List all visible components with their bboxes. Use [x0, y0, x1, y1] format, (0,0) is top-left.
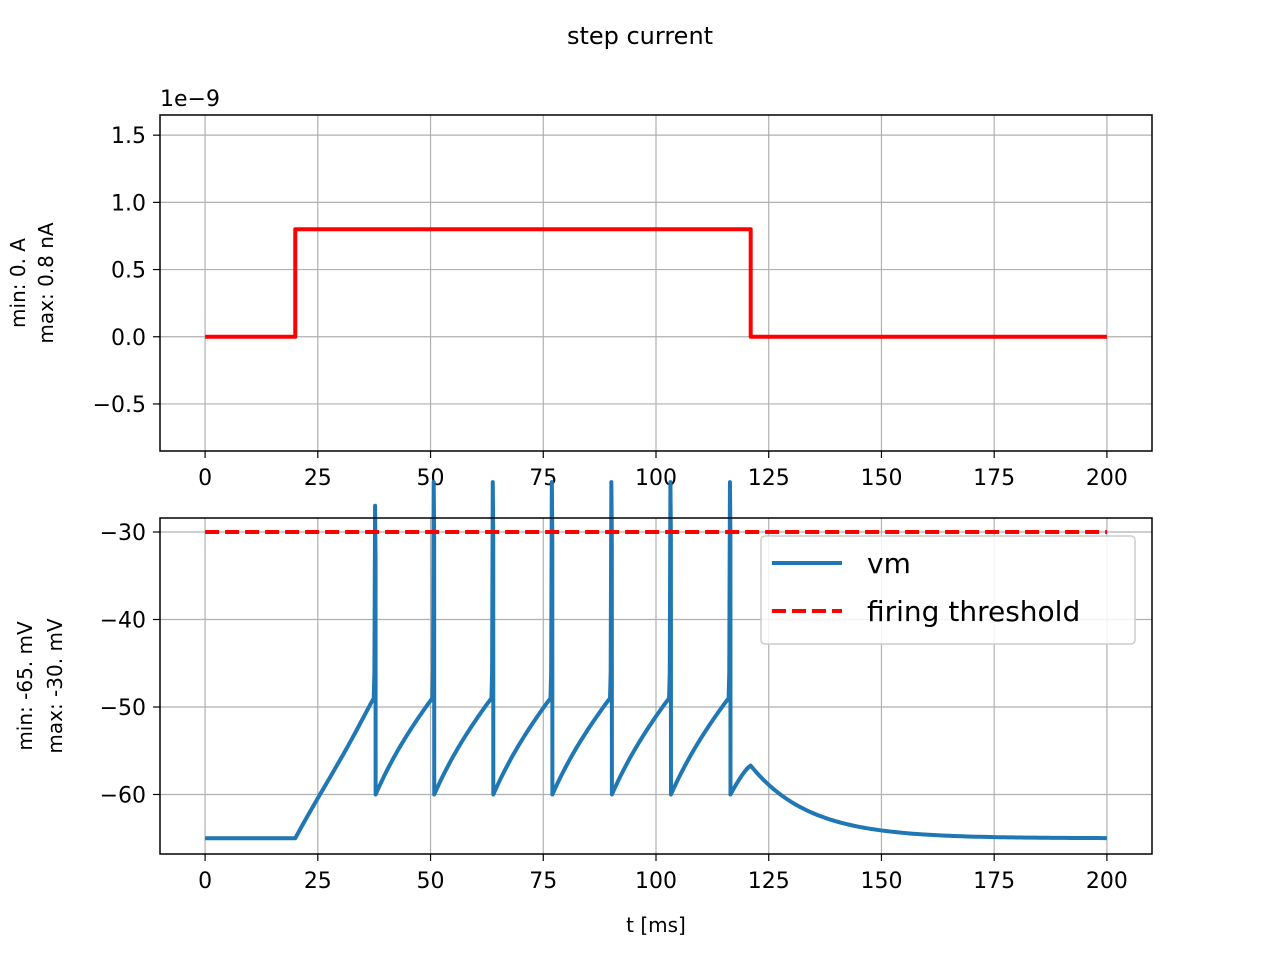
current-x-ticks: 0 25 50 75 100 125 150 175 200 — [198, 451, 1128, 491]
vm-y-tick-label: −30 — [100, 521, 146, 546]
vm-x-ticks: 0 25 50 75 100 125 150 175 200 — [198, 854, 1128, 894]
vm-ylabel-line2: max: -30. mV — [43, 618, 67, 754]
current-ylabel-line2: max: 0.8 nA — [34, 222, 58, 344]
current-x-tick-label: 25 — [304, 466, 332, 491]
vm-series — [205, 480, 1107, 841]
current-grid — [160, 115, 1152, 451]
vm-y-tick-label: −50 — [100, 696, 146, 721]
vm-x-tick-label: 0 — [198, 869, 212, 894]
current-y-tick-label: 1.5 — [111, 124, 146, 149]
vm-y-ticks: −60 −50 −40 −30 — [100, 521, 160, 809]
vm-y-tick-label: −40 — [100, 609, 146, 634]
vm-x-tick-label: 25 — [304, 869, 332, 894]
current-series — [205, 227, 1107, 339]
current-series-line-line — [205, 227, 1107, 339]
current-panel: 0 25 50 75 100 125 150 175 200 −0.50.00.51.01.5 … — [6, 87, 1153, 491]
legend-box — [760, 535, 1136, 645]
current-x-tick-label: 150 — [860, 466, 902, 491]
current-y-tick-label: 1.0 — [111, 191, 146, 216]
current-x-tick-label: 175 — [973, 466, 1015, 491]
current-y-ticks: −0.5 0.0 0.5 1.0 1.5 — [93, 124, 160, 418]
vm-legend: vm firing threshold — [760, 535, 1136, 645]
vm-series-vm-line — [205, 480, 1107, 841]
current-x-tick-label: 50 — [417, 466, 445, 491]
vm-grid — [160, 518, 1152, 854]
vm-x-tick-label: 100 — [635, 869, 677, 894]
vm-y-tick-label: −60 — [100, 784, 146, 809]
vm-x-tick-label: 200 — [1086, 869, 1128, 894]
figure-suptitle: step current — [567, 22, 713, 50]
vm-x-tick-label: 50 — [417, 869, 445, 894]
current-x-tick-label: 0 — [198, 466, 212, 491]
vm-x-tick-label: 175 — [973, 869, 1015, 894]
current-y-tick-label: −0.5 — [93, 393, 146, 418]
vm-x-tick-label: 150 — [860, 869, 902, 894]
legend-vm-label: vm — [867, 547, 911, 580]
vm-xlabel: t [ms] — [626, 913, 686, 937]
vm-x-tick-label: 125 — [748, 869, 790, 894]
current-x-tick-label: 125 — [748, 466, 790, 491]
vm-ylabel-line1: min: -65. mV — [13, 621, 37, 751]
current-y-tick-label: 0.0 — [111, 326, 146, 351]
current-ylabel-line1: min: 0. A — [6, 238, 30, 328]
vm-x-tick-label: 75 — [529, 869, 557, 894]
current-offset-text: 1e−9 — [160, 87, 220, 112]
current-x-tick-label: 200 — [1086, 466, 1128, 491]
vm-panel: 0 25 50 75 100 125 150 175 200 −60 −50 −40 −30 min:… — [13, 480, 1153, 937]
current-y-tick-label: 0.5 — [111, 259, 146, 284]
legend-threshold-label: firing threshold — [867, 595, 1080, 628]
